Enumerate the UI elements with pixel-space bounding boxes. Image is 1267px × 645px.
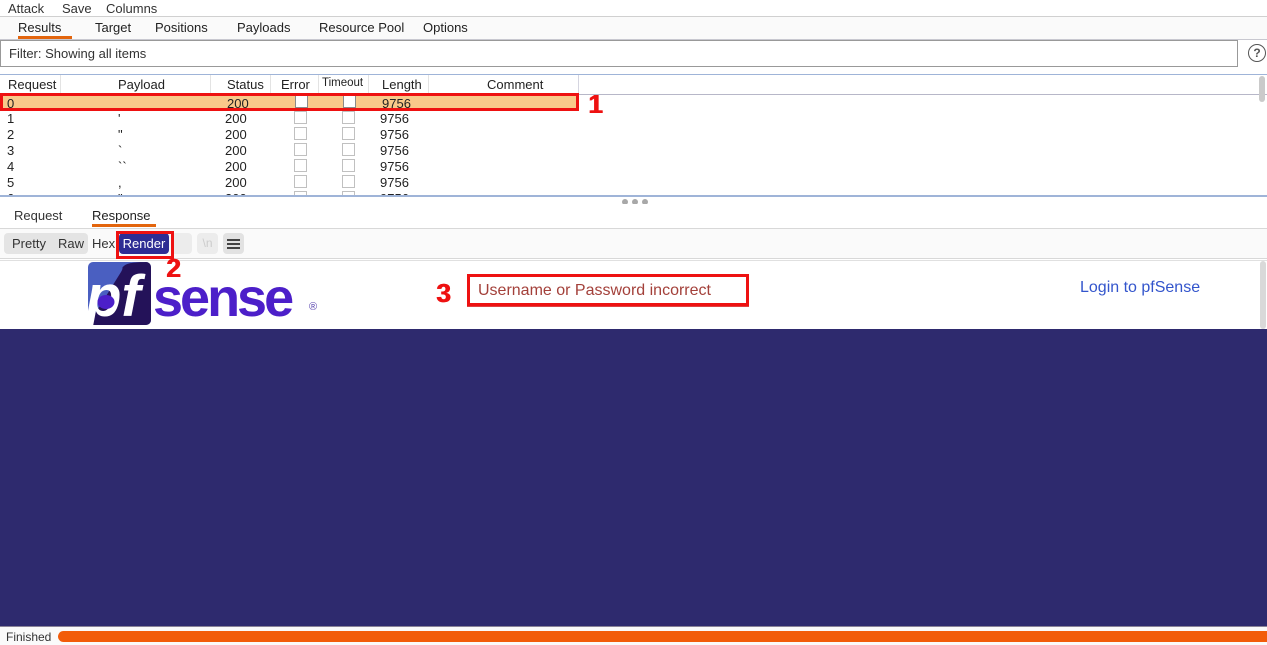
svg-text:®: ® <box>309 301 317 313</box>
svg-text:pf: pf <box>88 264 146 326</box>
